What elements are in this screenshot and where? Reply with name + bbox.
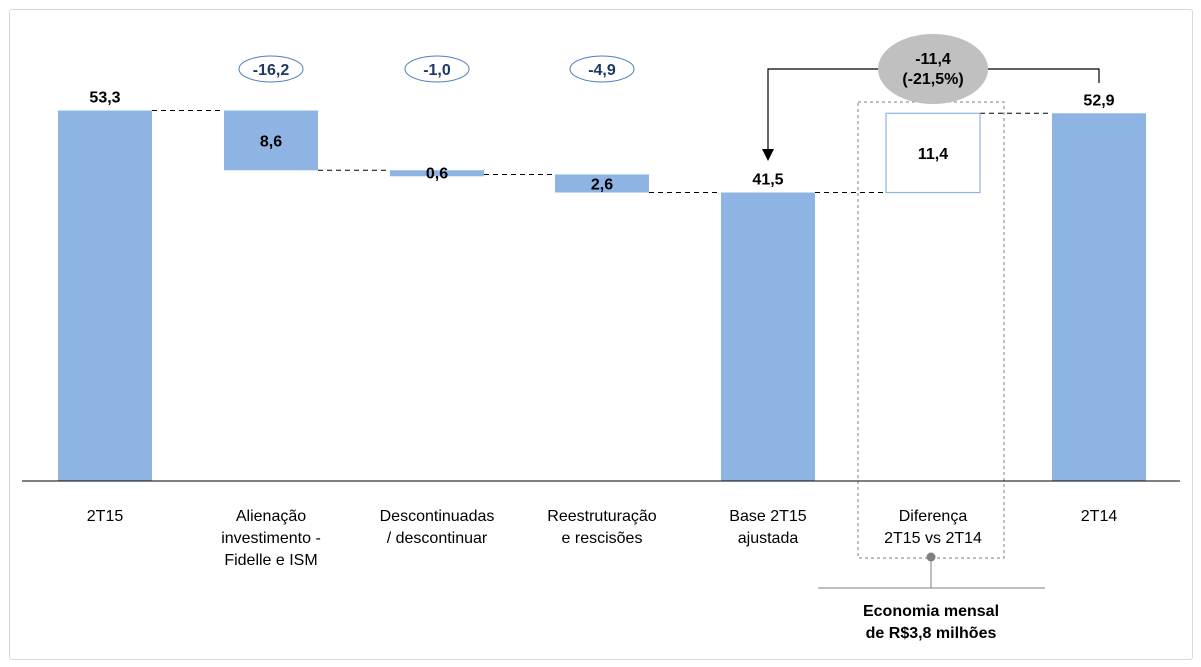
difference-callout-bubble — [878, 34, 988, 104]
data-label: 52,9 — [1083, 92, 1114, 109]
category-label: / descontinuar — [387, 530, 488, 547]
data-label: 11,4 — [918, 146, 948, 163]
category-label: Reestruturação — [547, 508, 656, 525]
bar-decrease — [555, 174, 649, 193]
data-label: 53,3 — [89, 90, 120, 107]
category-label: 2T15 — [87, 508, 124, 525]
bar-total — [721, 192, 815, 481]
category-label: Diferença — [899, 508, 968, 525]
difference-callout-text: -11,4 — [915, 51, 951, 68]
change-label: -1,0 — [423, 62, 451, 79]
data-label: 0,6 — [426, 165, 448, 182]
data-label: 8,6 — [260, 133, 282, 150]
category-label: Descontinuadas — [380, 508, 495, 525]
category-label: 2T14 — [1081, 508, 1118, 525]
callout-arrow — [762, 68, 881, 161]
category-label: e rescisões — [562, 530, 643, 547]
change-label: -4,9 — [588, 62, 616, 79]
category-label: 2T15 vs 2T14 — [884, 530, 982, 547]
data-label: 41,5 — [752, 172, 783, 189]
category-label: ajustada — [738, 530, 799, 547]
bar-total — [1052, 113, 1146, 481]
change-pill — [238, 55, 304, 83]
bar-total — [58, 110, 152, 481]
category-label: investimento - — [221, 530, 321, 547]
category-label: Base 2T15 — [729, 508, 806, 525]
change-pill — [404, 55, 470, 83]
callout-bracket — [985, 68, 1100, 83]
category-label: Alienação — [236, 508, 306, 525]
bar-decrease — [224, 110, 318, 171]
chart-frame — [9, 9, 1193, 660]
note-text: Economia mensal — [863, 603, 999, 620]
change-pill — [569, 55, 635, 83]
change-label: -16,2 — [253, 62, 290, 79]
category-label: Fidelle e ISM — [224, 552, 317, 569]
data-label: 2,6 — [591, 176, 613, 193]
note-text: de R$3,8 milhões — [866, 625, 997, 642]
bar-difference — [885, 112, 981, 194]
bar-decrease — [390, 170, 484, 177]
difference-callout-text: (-21,5%) — [902, 71, 963, 88]
